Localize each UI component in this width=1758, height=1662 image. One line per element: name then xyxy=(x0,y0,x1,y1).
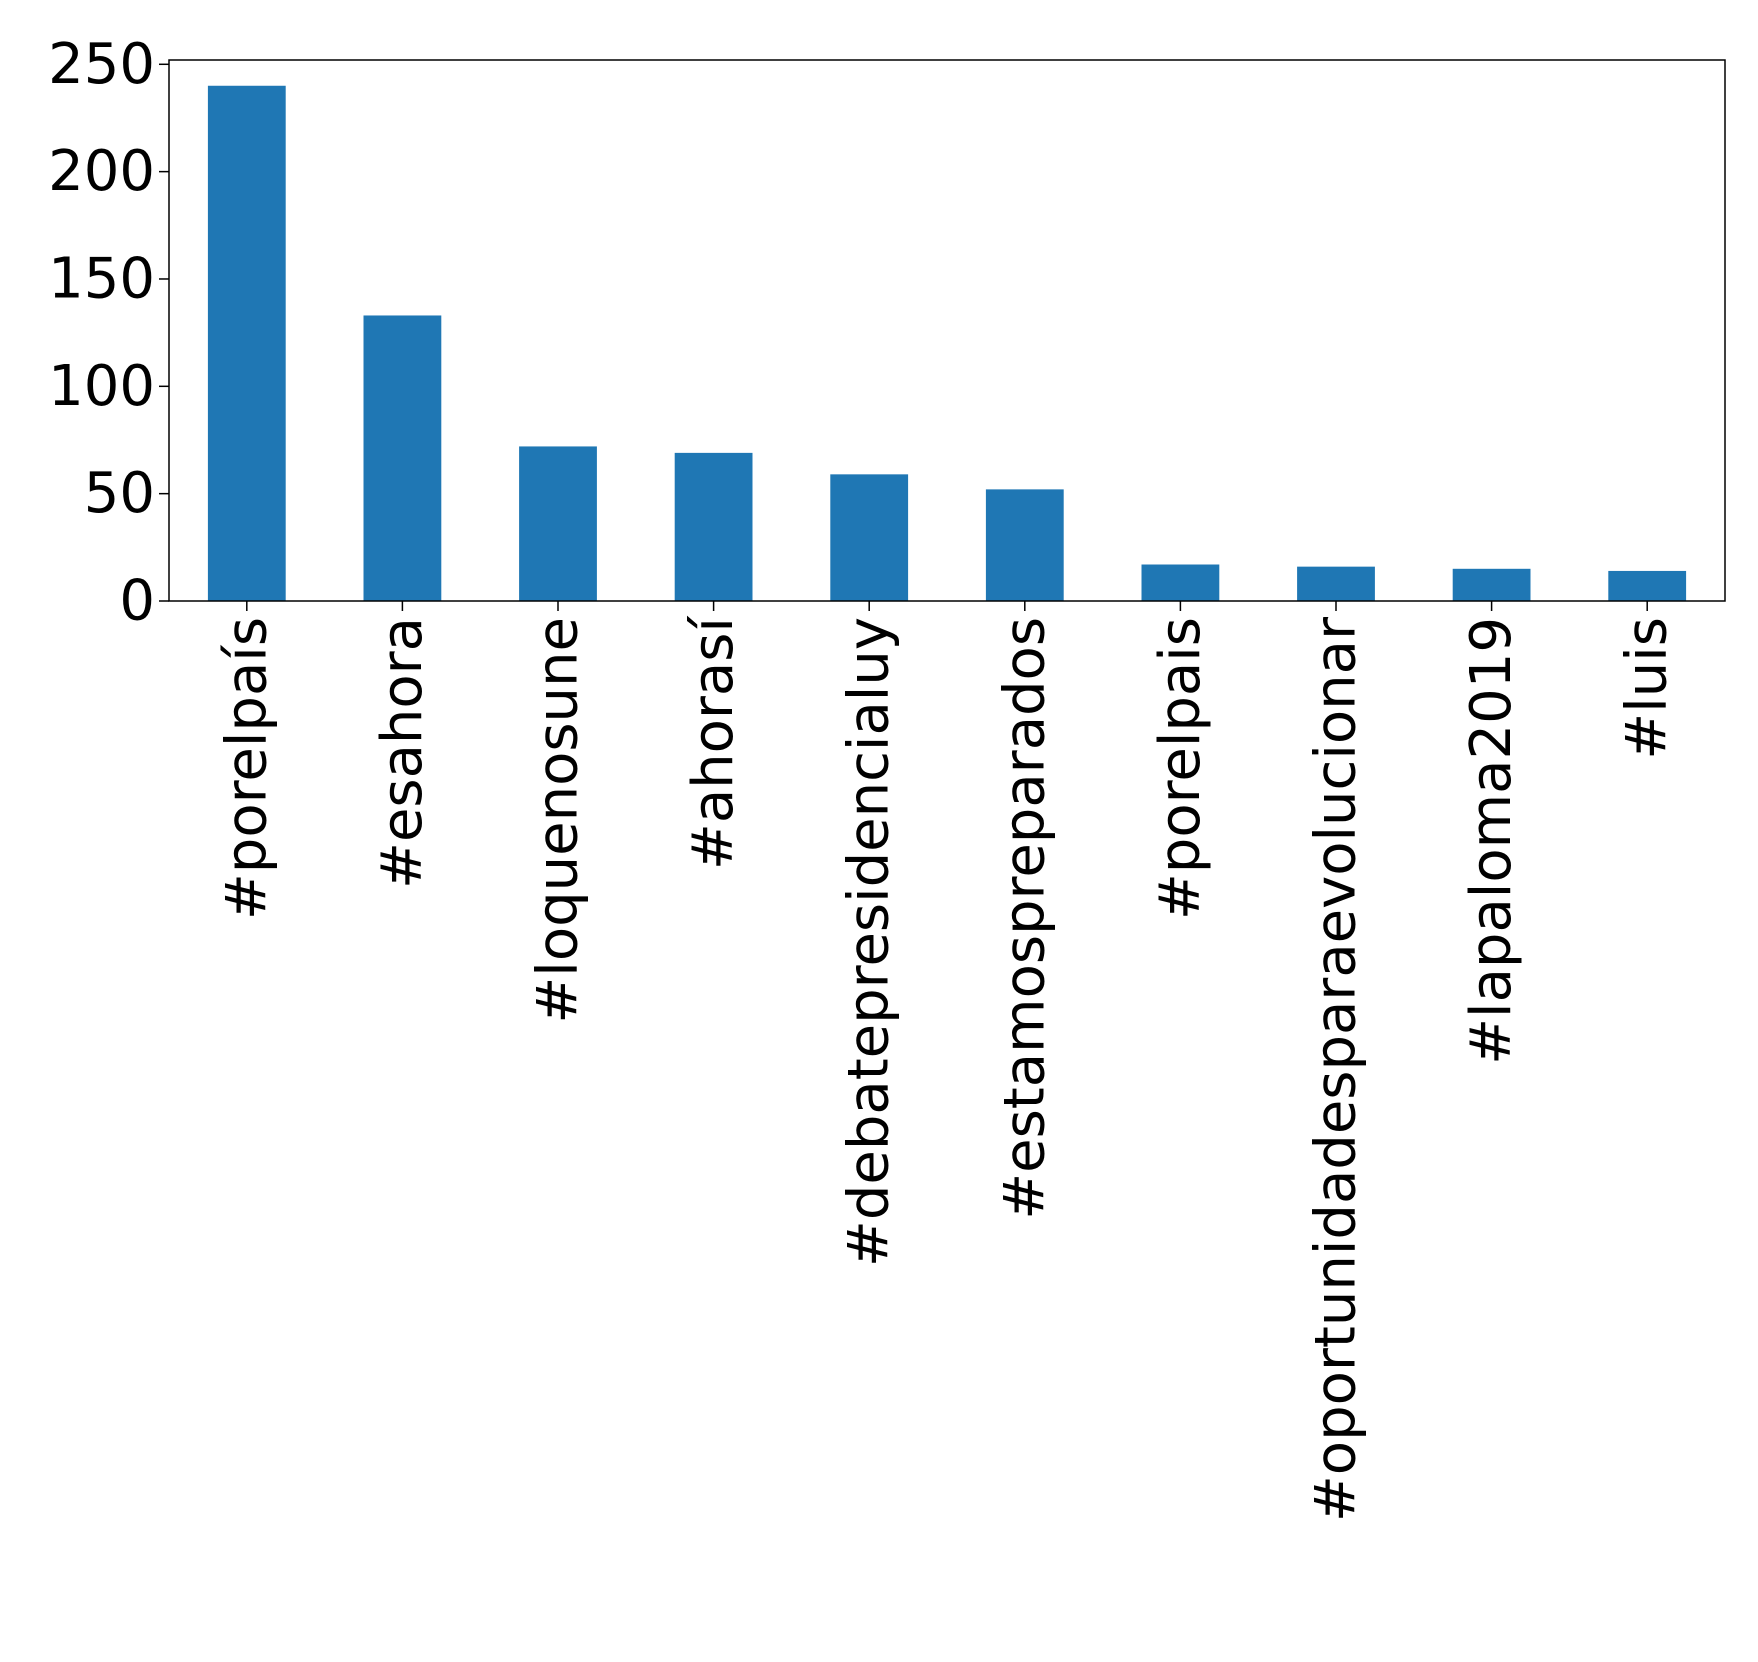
x-tick-label-3: #ahorasí xyxy=(681,615,746,871)
x-tick-label-4: #debatepresidencialuy xyxy=(837,617,902,1267)
x-tick-label-5: #estamospreparados xyxy=(992,617,1057,1220)
y-tick-label-5: 250 xyxy=(48,32,155,97)
y-tick-label-1: 50 xyxy=(84,461,155,526)
y-axis: 0 50 100 150 200 250 xyxy=(48,32,169,634)
bar-2 xyxy=(519,446,597,601)
x-tick-label-1: #esahora xyxy=(370,617,435,889)
x-tick-label-2: #loquenosune xyxy=(526,617,591,1024)
plot-frame xyxy=(168,59,1726,602)
x-axis: #porelpaís #esahora #loquenosune #ahorasí #d… xyxy=(214,601,1680,1522)
x-tick-label-0: #porelpaís xyxy=(214,617,279,920)
y-tick-label-2: 100 xyxy=(48,354,155,419)
bar-3 xyxy=(674,452,753,601)
bar-1 xyxy=(363,315,442,601)
y-tick-label-4: 200 xyxy=(48,139,155,204)
bar-9 xyxy=(1608,570,1687,601)
bar-6 xyxy=(1141,564,1220,601)
bar-7 xyxy=(1297,566,1375,601)
bar-8 xyxy=(1452,568,1531,601)
x-tick-label-7: #oportunidadesparaevolucionar xyxy=(1304,616,1369,1522)
x-tick-label-6: #porelpais xyxy=(1148,617,1213,920)
y-tick-label-0: 0 xyxy=(119,569,155,634)
bar-0 xyxy=(207,85,286,601)
bar-5 xyxy=(985,489,1064,601)
x-tick-label-9: #luis xyxy=(1615,617,1680,760)
x-tick-label-8: #lapaloma2019 xyxy=(1459,617,1524,1065)
y-tick-label-3: 150 xyxy=(48,246,155,311)
bar-4 xyxy=(830,474,909,601)
bars-layer xyxy=(207,85,1687,601)
